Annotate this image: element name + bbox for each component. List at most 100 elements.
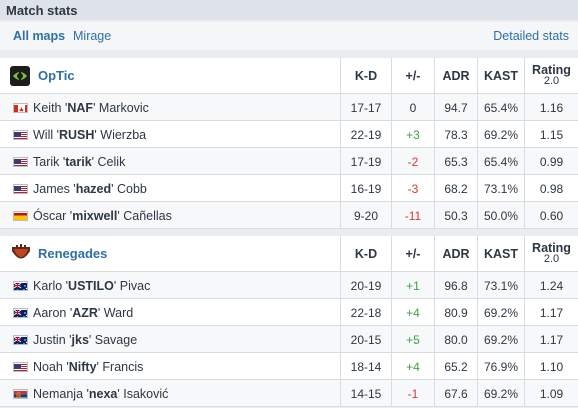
player-row: Tarik 'tarik' Celik 17-19 -2 65.3 65.4% 0.99 [0,148,578,175]
plusminus-value: +3 [391,121,434,148]
team-name[interactable]: Renegades [38,246,108,261]
player-last-name: ' Francis [96,360,144,374]
player-last-name: ' Celik [91,155,126,169]
rating-value: 1.17 [524,326,578,353]
player-last-name: ' Cañellas [117,209,172,223]
kd-value: 9-20 [340,202,391,229]
kast-value: 73.1% [477,272,524,299]
flag-au-icon [13,308,28,318]
rating-version: 2.0 [543,75,560,87]
adr-value: 94.7 [434,94,477,121]
player-row: Karlo 'USTILO' Pivac 20-19 +1 96.8 73.1% 1.24 [0,272,578,299]
col-kast-header: KAST [477,58,524,94]
player-rows: Keith 'NAF' Markovic 17-17 0 94.7 65.4% 1.16 W… [0,94,578,229]
flag-us-icon [13,130,28,140]
flag-rs-icon [13,389,28,399]
adr-value: 67.6 [434,380,477,407]
player-nickname: RUSH [59,128,95,142]
player-nickname: jks [71,333,89,347]
kd-value: 20-19 [340,272,391,299]
player-first-name: Justin ' [33,333,72,347]
plusminus-value: -3 [391,175,434,202]
flag-us-icon [13,362,28,372]
player-nickname: Nifty [68,360,97,374]
player-first-name: Aaron ' [33,306,73,320]
player-name-link[interactable]: Justin 'jks' Savage [33,333,137,347]
player-nickname: nexa [88,387,118,401]
player-last-name: ' Cobb [111,182,147,196]
rating-value: 1.15 [524,121,578,148]
col-adr-header: ADR [434,58,477,94]
player-name-link[interactable]: Keith 'NAF' Markovic [33,101,149,115]
adr-value: 78.3 [434,121,477,148]
kd-value: 20-15 [340,326,391,353]
team-name[interactable]: OpTic [38,68,75,83]
adr-value: 65.2 [434,353,477,380]
player-nickname: AZR [72,306,98,320]
player-row: Keith 'NAF' Markovic 17-17 0 94.7 65.4% 1.16 [0,94,578,121]
player-last-name: ' Wierzba [94,128,147,142]
kast-value: 69.2% [477,326,524,353]
kd-value: 14-15 [340,380,391,407]
col-rating-header: Rating 2.0 [524,236,578,272]
player-name-link[interactable]: Óscar 'mixwell' Cañellas [33,209,172,223]
plusminus-value: +4 [391,353,434,380]
plusminus-value: -1 [391,380,434,407]
plusminus-value: -11 [391,202,434,229]
player-last-name: ' Ward [97,306,134,320]
col-kast-header: KAST [477,236,524,272]
col-kd-header: K-D [340,58,391,94]
player-name-link[interactable]: Noah 'Nifty' Francis [33,360,143,374]
rating-value: 1.16 [524,94,578,121]
kast-value: 69.2% [477,121,524,148]
rating-version: 2.0 [543,253,560,265]
player-row: Will 'RUSH' Wierzba 22-19 +3 78.3 69.2% 1.15 [0,121,578,148]
rating-value: 0.98 [524,175,578,202]
adr-value: 96.8 [434,272,477,299]
plusminus-value: +1 [391,272,434,299]
detailed-stats-link[interactable]: Detailed stats [493,29,569,43]
player-first-name: Noah ' [33,360,69,374]
player-first-name: Keith ' [33,101,68,115]
flag-au-icon [13,335,28,345]
player-nickname: tarik [65,155,92,169]
kast-value: 65.4% [477,148,524,175]
rating-value: 0.60 [524,202,578,229]
player-first-name: Óscar ' [33,209,73,223]
tab-mirage[interactable]: Mirage [73,29,112,43]
kd-value: 17-19 [340,148,391,175]
kd-value: 22-19 [340,121,391,148]
flag-ca-icon [13,103,28,113]
adr-value: 80.9 [434,299,477,326]
player-name-link[interactable]: James 'hazed' Cobb [33,182,147,196]
player-name-link[interactable]: Nemanja 'nexa' Isaković [33,387,168,401]
flag-au-icon [13,281,28,291]
kast-value: 73.1% [477,175,524,202]
player-last-name: ' Savage [88,333,138,347]
player-name-link[interactable]: Aaron 'AZR' Ward [33,306,133,320]
player-first-name: James ' [33,182,76,196]
player-rows: Karlo 'USTILO' Pivac 20-19 +1 96.8 73.1% 1.24… [0,272,578,407]
adr-value: 80.0 [434,326,477,353]
rating-value: 1.24 [524,272,578,299]
plusminus-value: +5 [391,326,434,353]
player-name-link[interactable]: Tarik 'tarik' Celik [33,155,125,169]
team-table-optic: OpTic K-D +/- ADR KAST Rating 2.0 Keith … [0,58,578,229]
col-plusminus-header: +/- [391,58,434,94]
player-row: James 'hazed' Cobb 16-19 -3 68.2 73.1% 0.98 [0,175,578,202]
player-name-link[interactable]: Karlo 'USTILO' Pivac [33,279,150,293]
player-first-name: Karlo ' [33,279,69,293]
player-row: Noah 'Nifty' Francis 18-14 +4 65.2 76.9% 1.10 [0,353,578,380]
rating-value: 0.99 [524,148,578,175]
col-kd-header: K-D [340,236,391,272]
optic-logo-icon [10,66,30,86]
player-first-name: Tarik ' [33,155,66,169]
team-header: OpTic K-D +/- ADR KAST Rating 2.0 [0,58,578,94]
rating-value: 1.10 [524,353,578,380]
player-name-link[interactable]: Will 'RUSH' Wierzba [33,128,146,142]
tab-all-maps[interactable]: All maps [13,29,66,43]
kd-value: 18-14 [340,353,391,380]
rating-label: Rating [532,241,571,255]
kast-value: 69.2% [477,380,524,407]
match-stats-header: Match stats [0,0,578,20]
